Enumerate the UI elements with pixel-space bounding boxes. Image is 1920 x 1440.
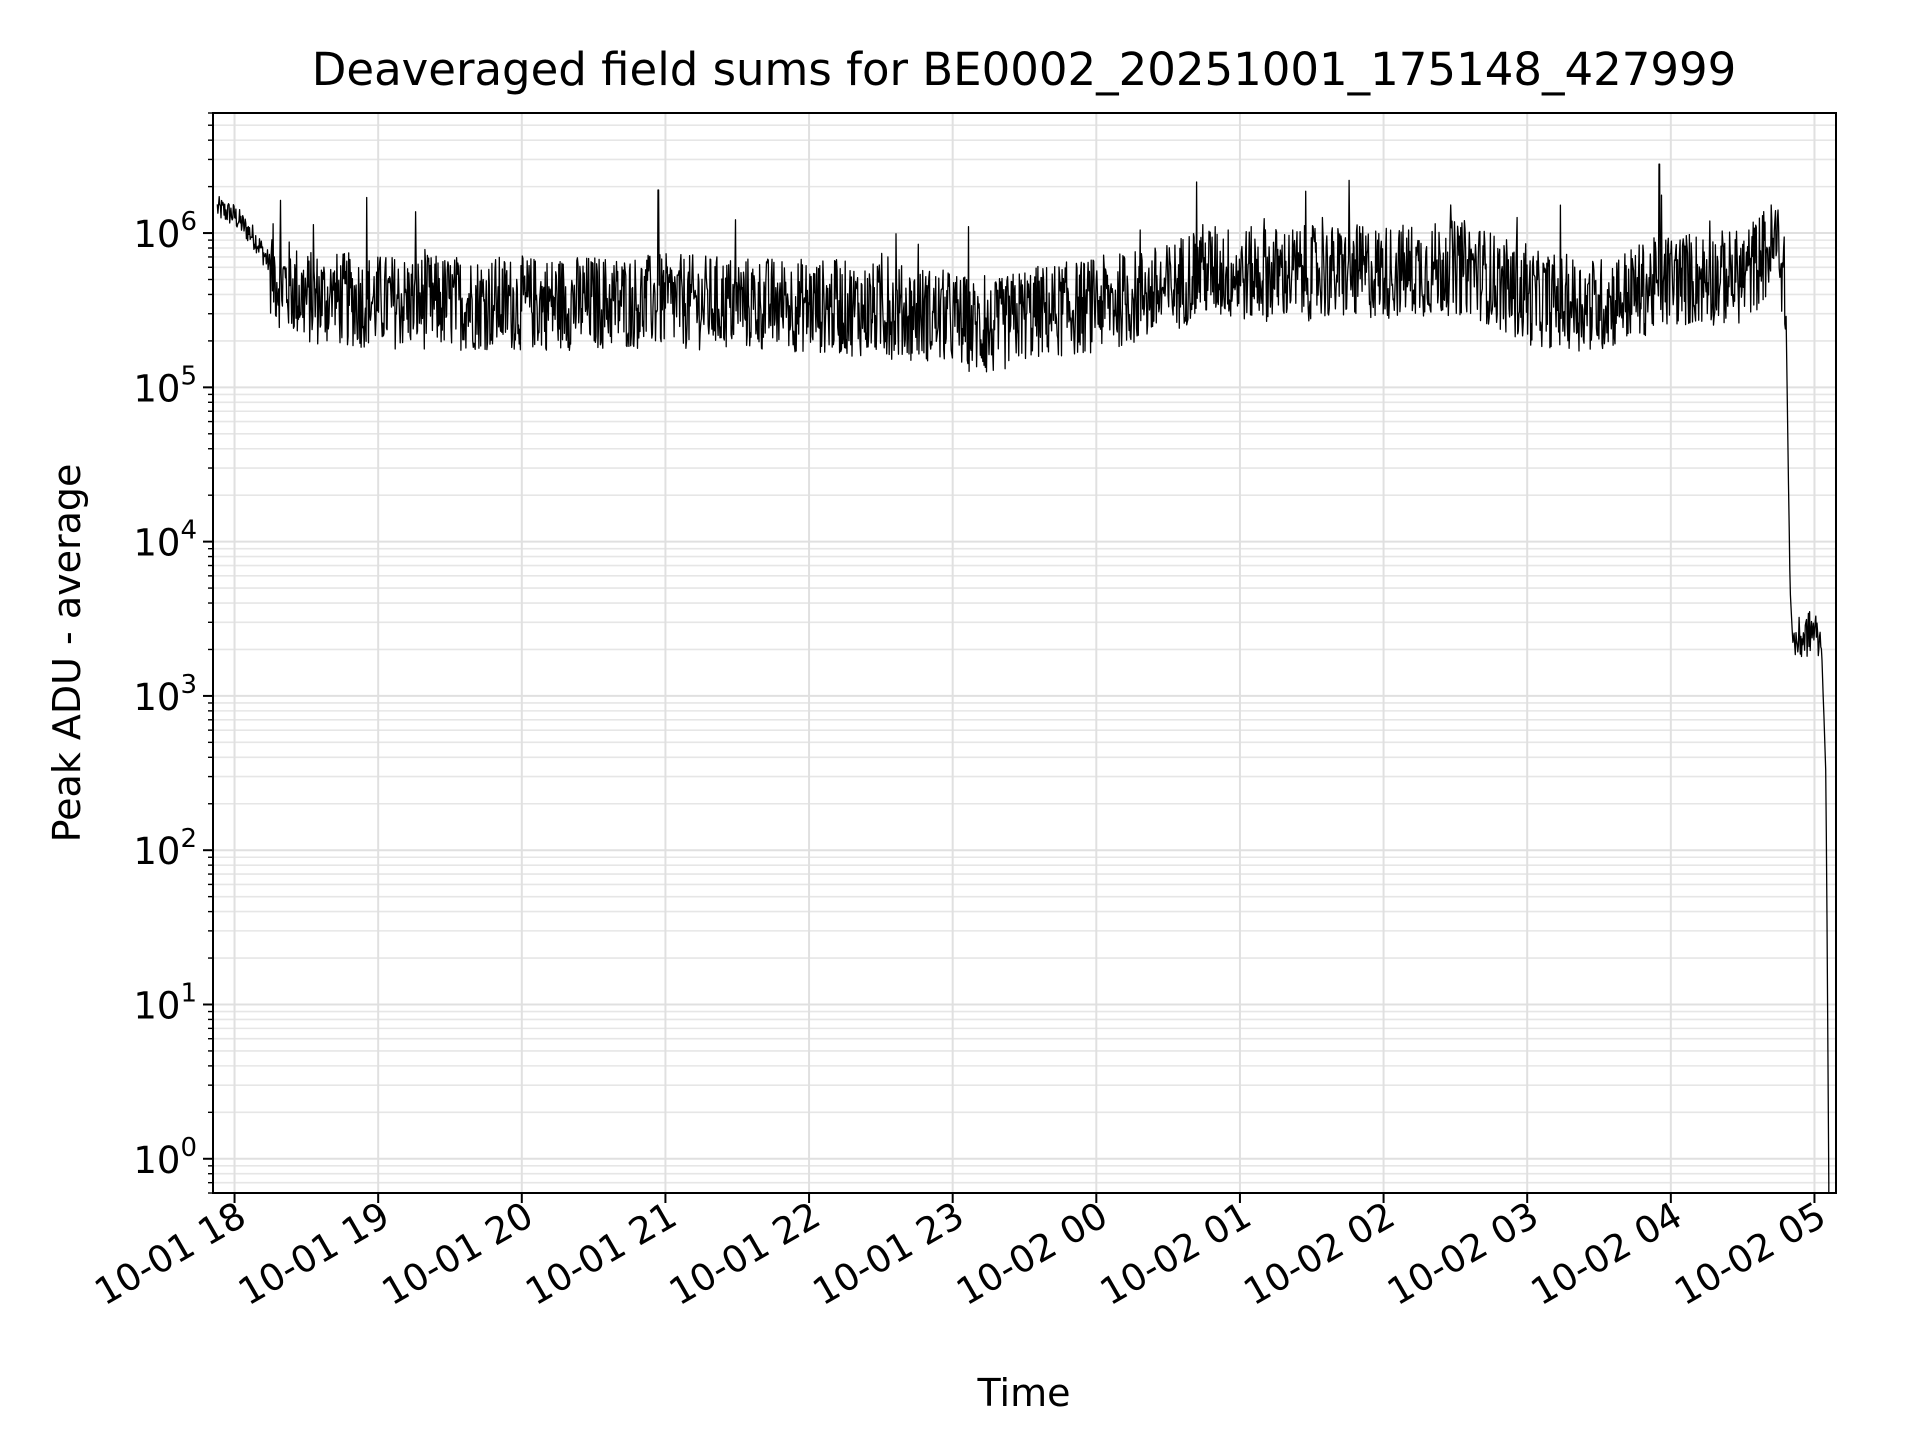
x-axis-label: Time xyxy=(977,1371,1071,1415)
chart-title: Deaveraged field sums for BE0002_2025100… xyxy=(312,43,1737,96)
y-tick-label: 106 xyxy=(133,207,197,256)
y-tick-label: 105 xyxy=(133,361,197,410)
y-tick-label: 104 xyxy=(133,516,197,565)
series-line xyxy=(216,163,1830,1193)
y-tick-label: 103 xyxy=(133,670,197,719)
grid-lines xyxy=(213,112,1836,1194)
data-series xyxy=(216,163,1830,1193)
y-tick-label: 101 xyxy=(133,978,197,1027)
y-axis-label: Peak ADU - average xyxy=(45,464,89,843)
plot-frame xyxy=(212,112,1837,1194)
y-tick-label: 102 xyxy=(133,824,197,873)
y-axis: 100 101 102 103 104 105 106 xyxy=(133,112,213,1194)
y-tick-label: 100 xyxy=(133,1133,197,1182)
